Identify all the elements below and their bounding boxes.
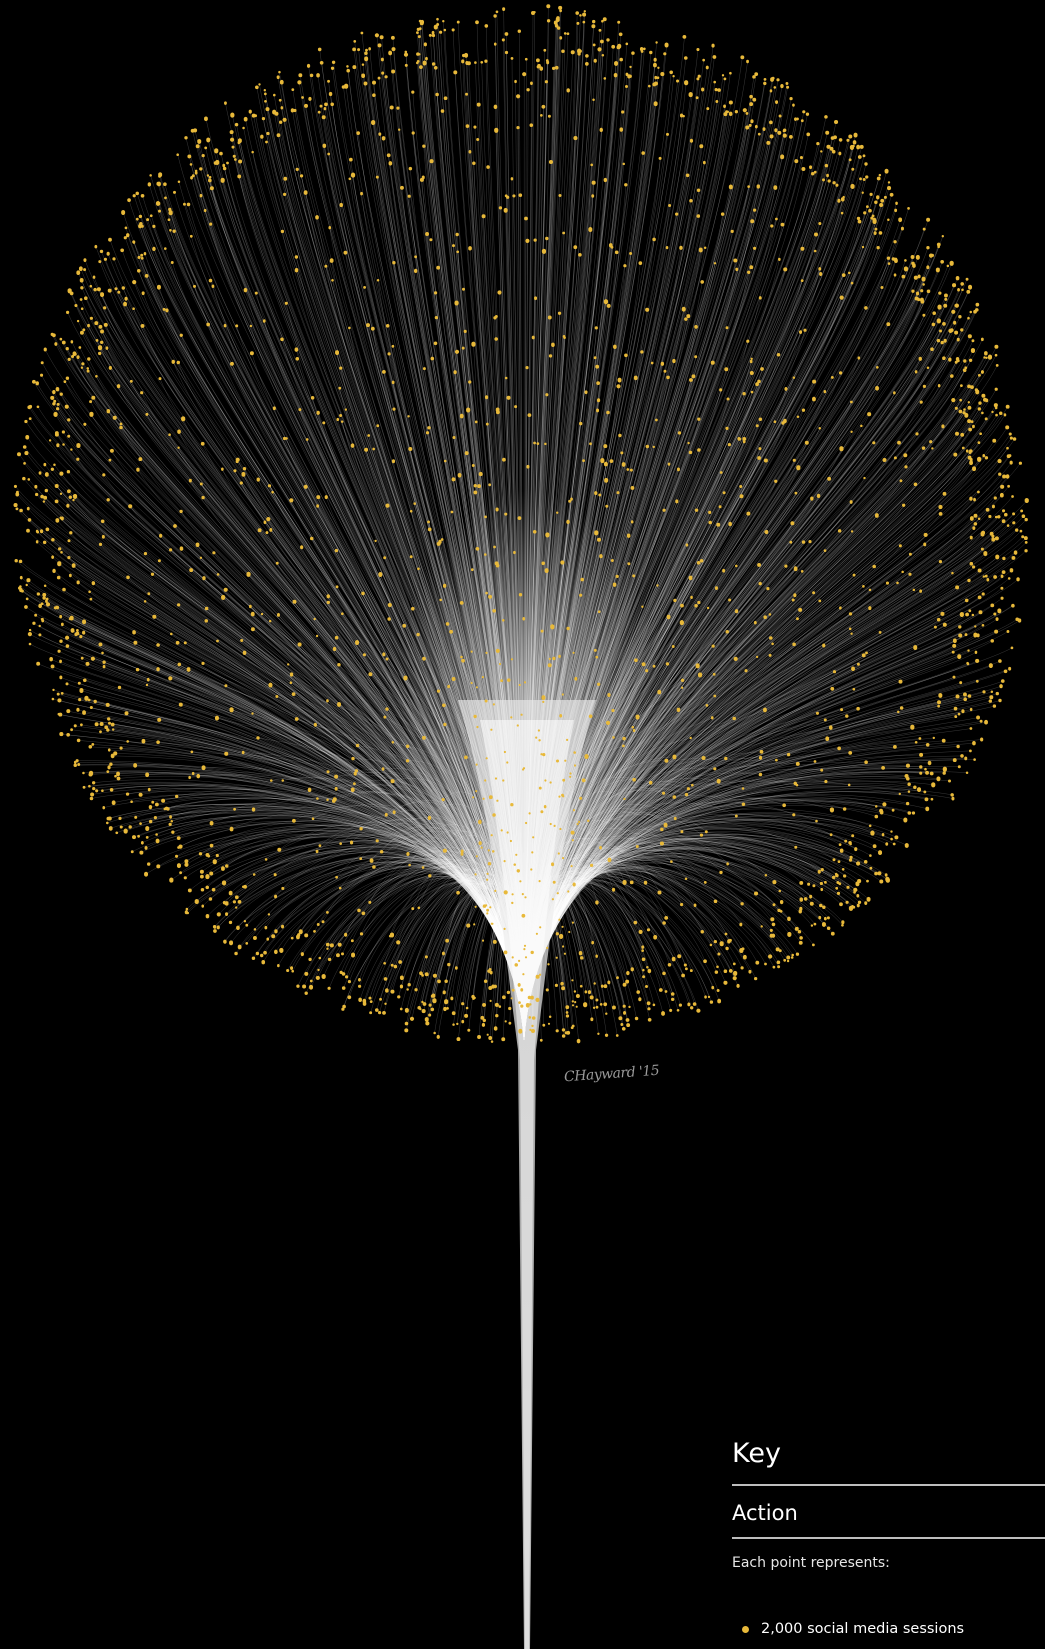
legend-item-label: 2,000 social media sessions <box>761 1621 965 1637</box>
key-section-title: Action <box>732 1501 798 1525</box>
key-panel: Key Action Each point represents: 2,000 … <box>732 1440 1045 1637</box>
legend-item: 2,000 social media sessions <box>732 1621 1045 1637</box>
key-description: Each point represents: <box>732 1555 890 1571</box>
key-divider-bottom <box>732 1537 1045 1539</box>
funnel-core <box>397 490 657 1649</box>
key-title: Key <box>732 1438 781 1469</box>
yellow-dot-icon <box>742 1625 749 1633</box>
key-divider-top <box>732 1484 1045 1486</box>
